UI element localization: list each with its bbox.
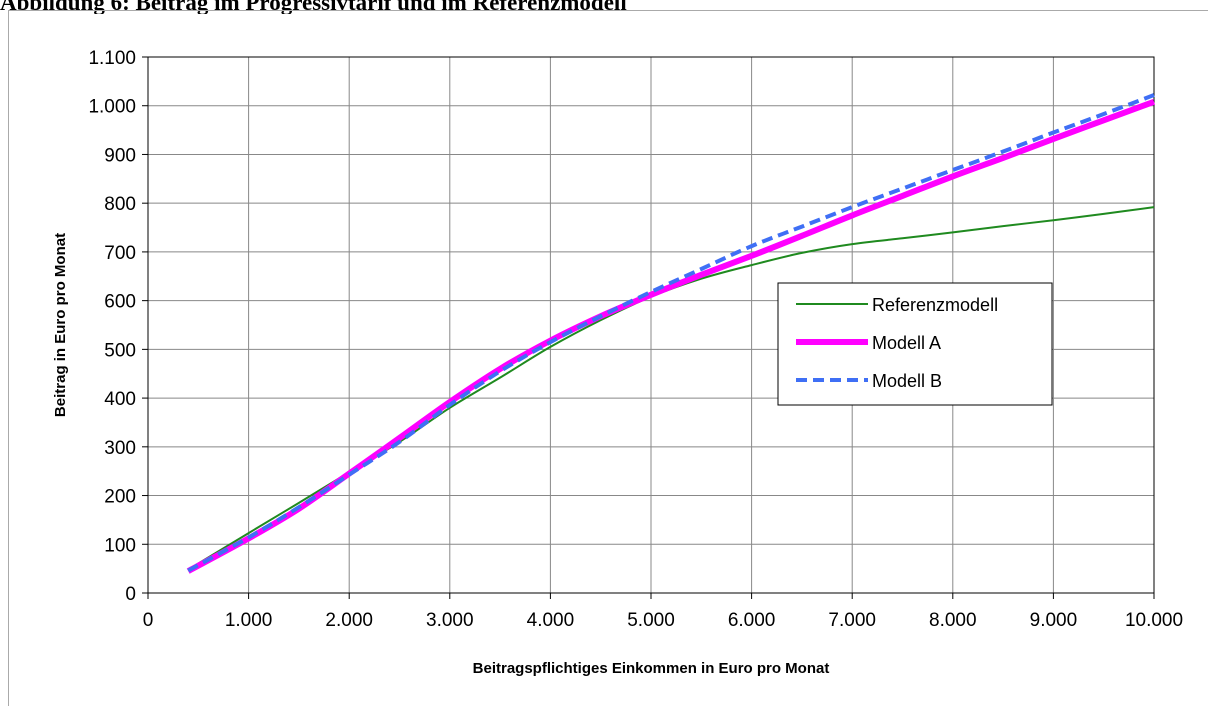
chart-legend: Referenzmodell Modell A Modell B xyxy=(777,282,1053,406)
legend-label: Referenzmodell xyxy=(872,295,998,315)
series-line-modell-b xyxy=(187,93,1155,573)
y-tick-label: 900 xyxy=(104,145,136,166)
y-tick-label: 300 xyxy=(104,438,136,459)
y-tick-label: 800 xyxy=(104,194,136,215)
y-axis-label: Beitrag in Euro pro Monat xyxy=(52,233,69,417)
x-tick-label: 10.000 xyxy=(1125,610,1183,631)
x-tick-label: 1.000 xyxy=(225,610,273,631)
x-tick-label: 7.000 xyxy=(828,610,876,631)
x-tick-label: 9.000 xyxy=(1030,610,1078,631)
legend-label: Modell A xyxy=(872,333,941,353)
x-axis-label: Beitragspflichtiges Einkommen in Euro pr… xyxy=(473,660,830,677)
y-tick-label: 500 xyxy=(104,340,136,361)
legend-label: Modell B xyxy=(872,371,942,391)
y-tick-label: 0 xyxy=(125,584,136,605)
y-tick-label: 1.100 xyxy=(88,48,136,69)
x-axis-ticks: 0 1.000 2.000 3.000 4.000 5.000 6.000 7.000 8.00… xyxy=(143,593,1183,631)
figure-frame-top xyxy=(8,10,1208,11)
x-tick-label: 8.000 xyxy=(929,610,977,631)
figure-frame-left xyxy=(8,10,9,706)
y-tick-label: 1.000 xyxy=(88,97,136,118)
y-tick-label: 700 xyxy=(104,243,136,264)
x-tick-label: 5.000 xyxy=(627,610,675,631)
y-tick-label: 200 xyxy=(104,487,136,508)
y-tick-label: 400 xyxy=(104,389,136,410)
chart-series xyxy=(186,93,1156,574)
x-tick-label: 3.000 xyxy=(426,610,474,631)
y-axis-ticks: 0 100 200 300 400 500 600 700 800 900 1.000 1.100 xyxy=(88,48,148,605)
x-tick-label: 0 xyxy=(143,610,154,631)
y-tick-label: 600 xyxy=(104,292,136,313)
y-tick-label: 100 xyxy=(104,535,136,556)
x-tick-label: 6.000 xyxy=(728,610,776,631)
x-tick-label: 2.000 xyxy=(325,610,373,631)
x-tick-label: 4.000 xyxy=(527,610,575,631)
